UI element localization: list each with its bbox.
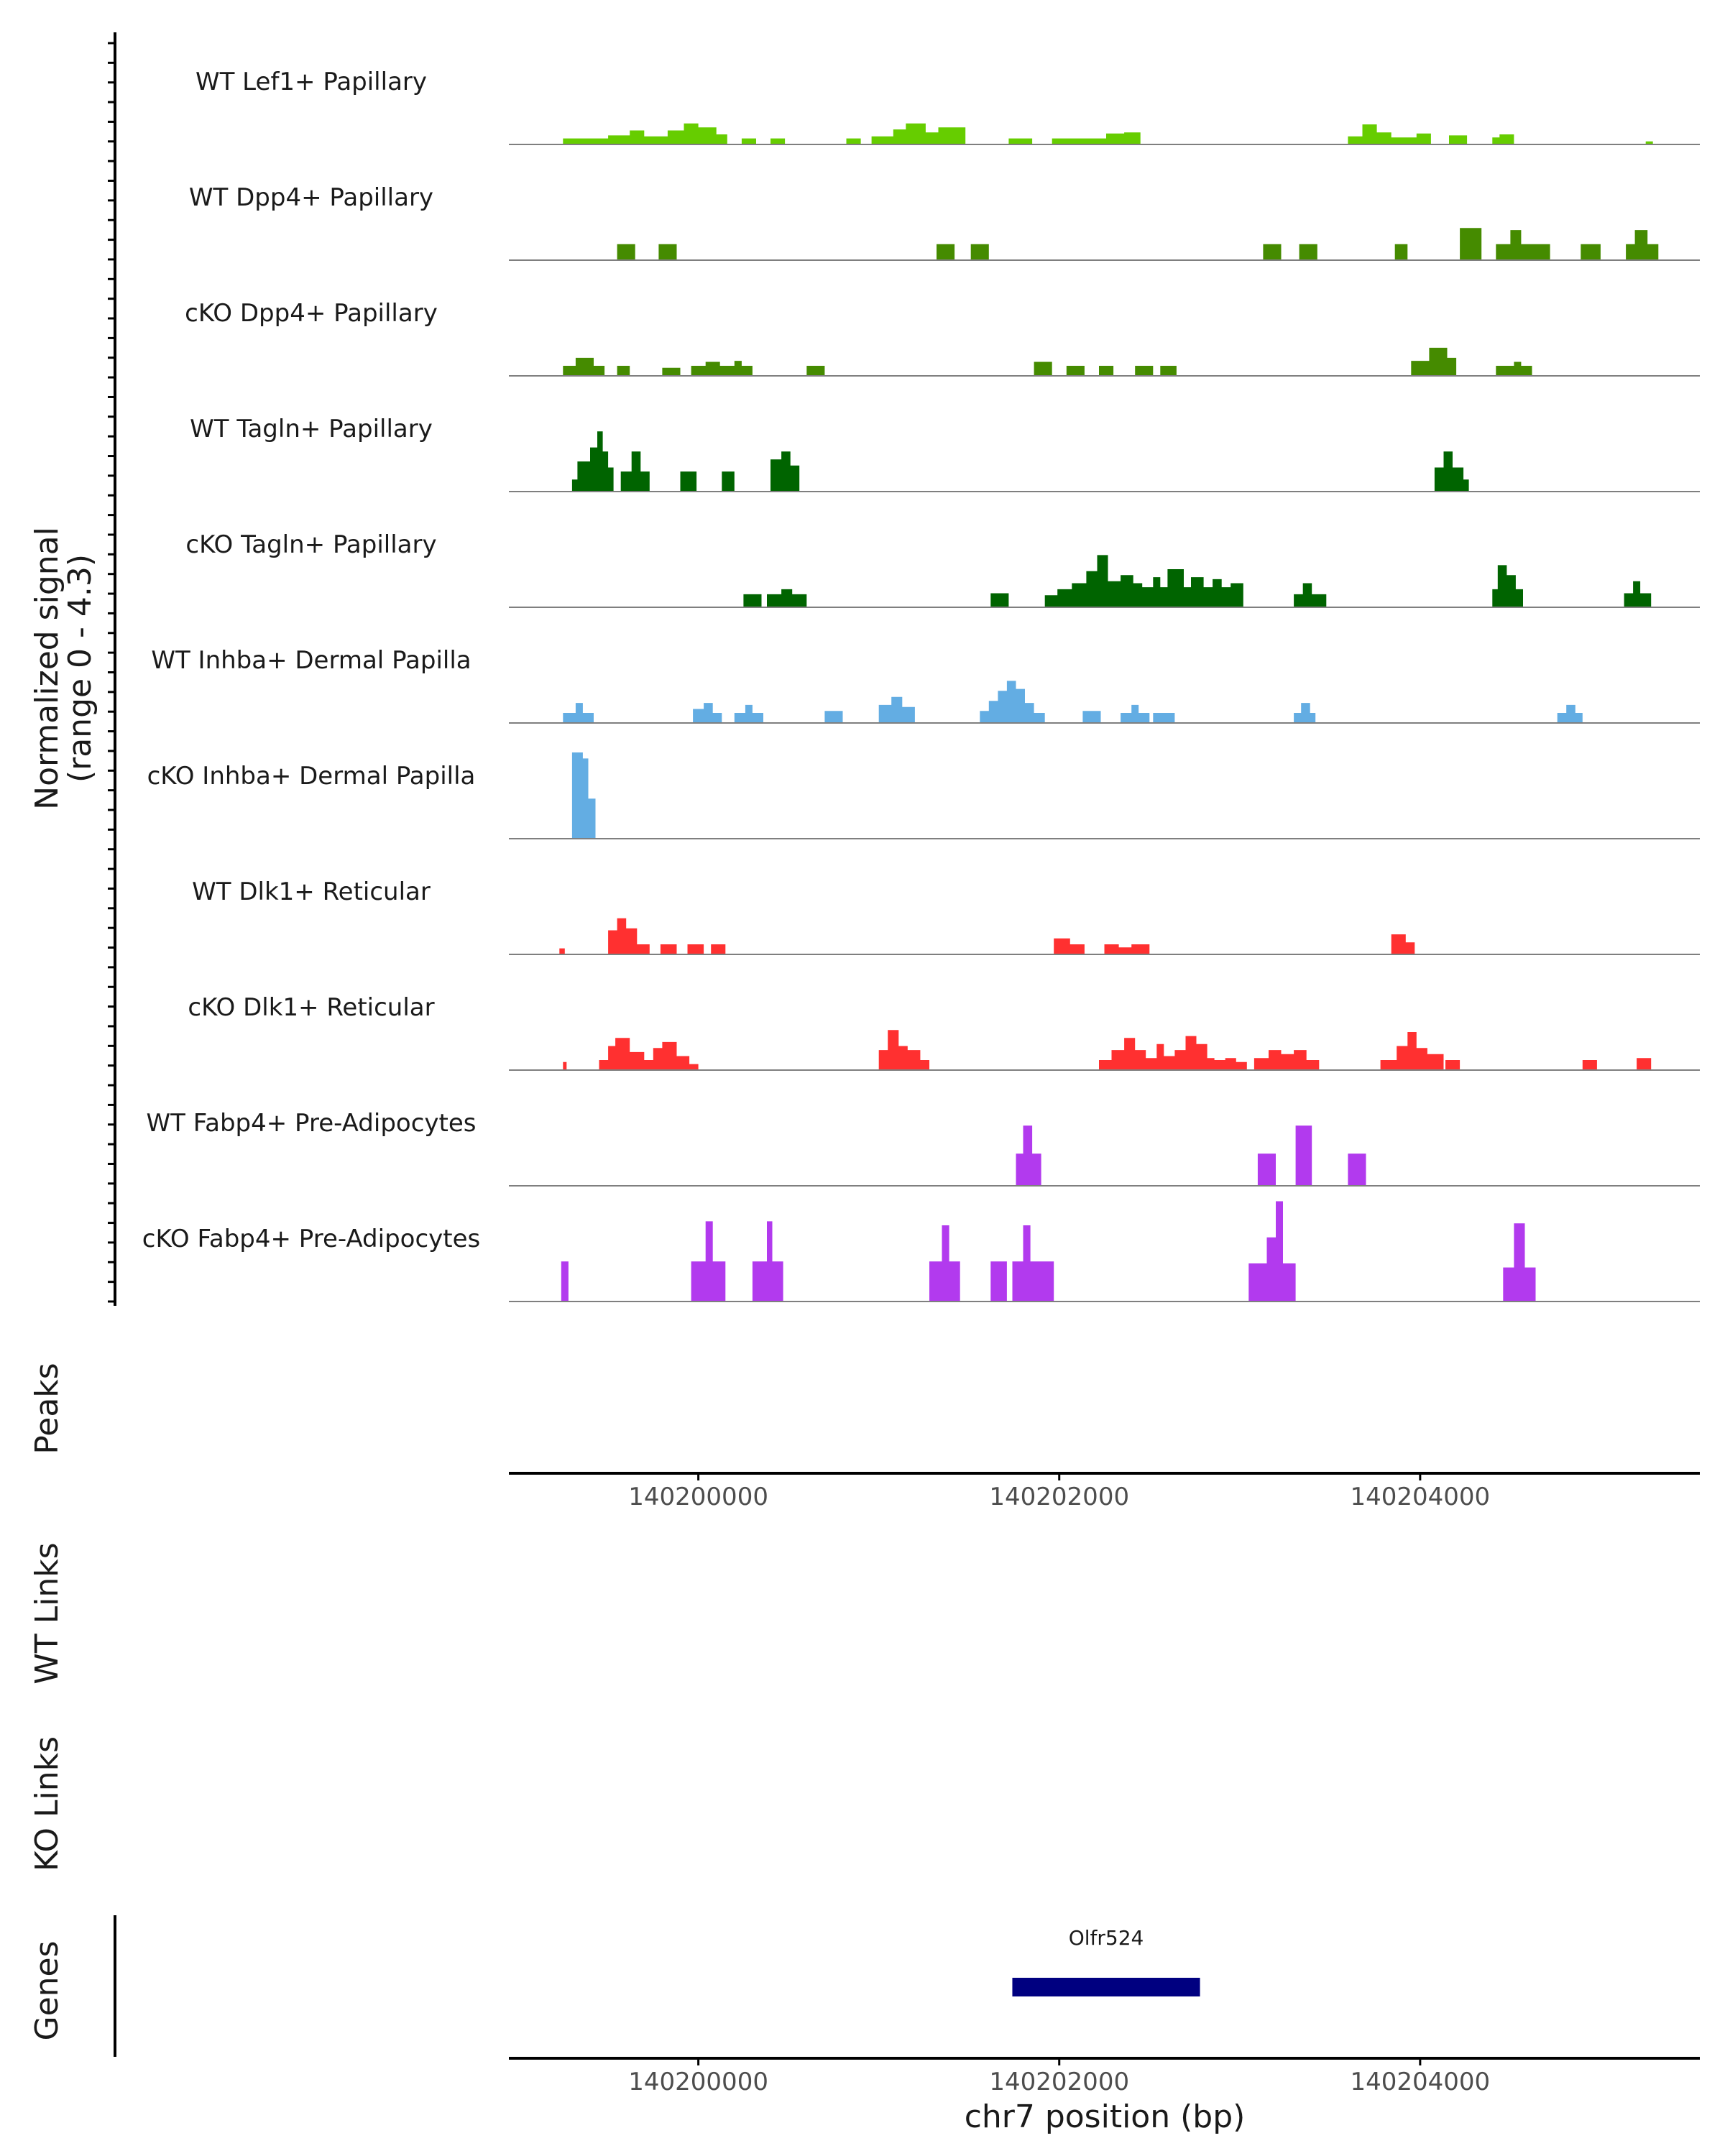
signal-area xyxy=(563,1030,1652,1070)
track-label: cKO Inhba+ Dermal Papilla xyxy=(147,762,476,791)
track-label: WT Lef1+ Papillary xyxy=(196,68,427,96)
track-label: WT Tagln+ Papillary xyxy=(190,415,433,443)
track-label: WT Inhba+ Dermal Papilla xyxy=(151,646,471,675)
x-tick-label: 140204000 xyxy=(1351,1483,1491,1511)
signal-area xyxy=(571,431,1469,492)
genes-panel-label: Genes xyxy=(29,1940,65,2040)
track-label: WT Fabp4+ Pre-Adipocytes xyxy=(147,1109,477,1138)
x-tick-label: 140202000 xyxy=(989,2068,1129,2096)
x-tick-label: 140204000 xyxy=(1351,2068,1491,2096)
y-axis-title: Normalized signal xyxy=(29,527,65,810)
track-label: cKO Dpp4+ Papillary xyxy=(185,299,438,328)
gene-label: Olfr524 xyxy=(1069,1926,1144,1950)
peaks-panel-label: Peaks xyxy=(29,1363,65,1454)
gene-body xyxy=(1012,1978,1200,1996)
signal-area xyxy=(1016,1125,1366,1186)
signal-area xyxy=(563,681,1583,723)
x-tick-label: 140202000 xyxy=(989,1483,1129,1511)
signal-area xyxy=(559,918,1415,954)
signal-area xyxy=(563,347,1532,376)
track-label: WT Dpp4+ Papillary xyxy=(189,183,433,212)
x-tick-label: 140200000 xyxy=(628,2068,768,2096)
signal-area xyxy=(563,123,1653,144)
x-tick-label: 140200000 xyxy=(628,1483,768,1511)
track-label: cKO Tagln+ Papillary xyxy=(185,530,436,559)
track-label: cKO Fabp4+ Pre-Adipocytes xyxy=(142,1225,481,1253)
signal-area xyxy=(571,752,596,839)
wt-links-panel-label: WT Links xyxy=(29,1542,65,1684)
y-axis-range: (range 0 - 4.3) xyxy=(62,554,98,783)
signal-area xyxy=(743,555,1652,607)
track-label: cKO Dlk1+ Reticular xyxy=(188,993,434,1022)
x-axis-title: chr7 position (bp) xyxy=(965,2099,1246,2135)
track-label: WT Dlk1+ Reticular xyxy=(192,877,431,906)
ko-links-panel-label: KO Links xyxy=(29,1736,65,1871)
signal-area xyxy=(617,228,1659,260)
signal-area xyxy=(561,1201,1536,1302)
